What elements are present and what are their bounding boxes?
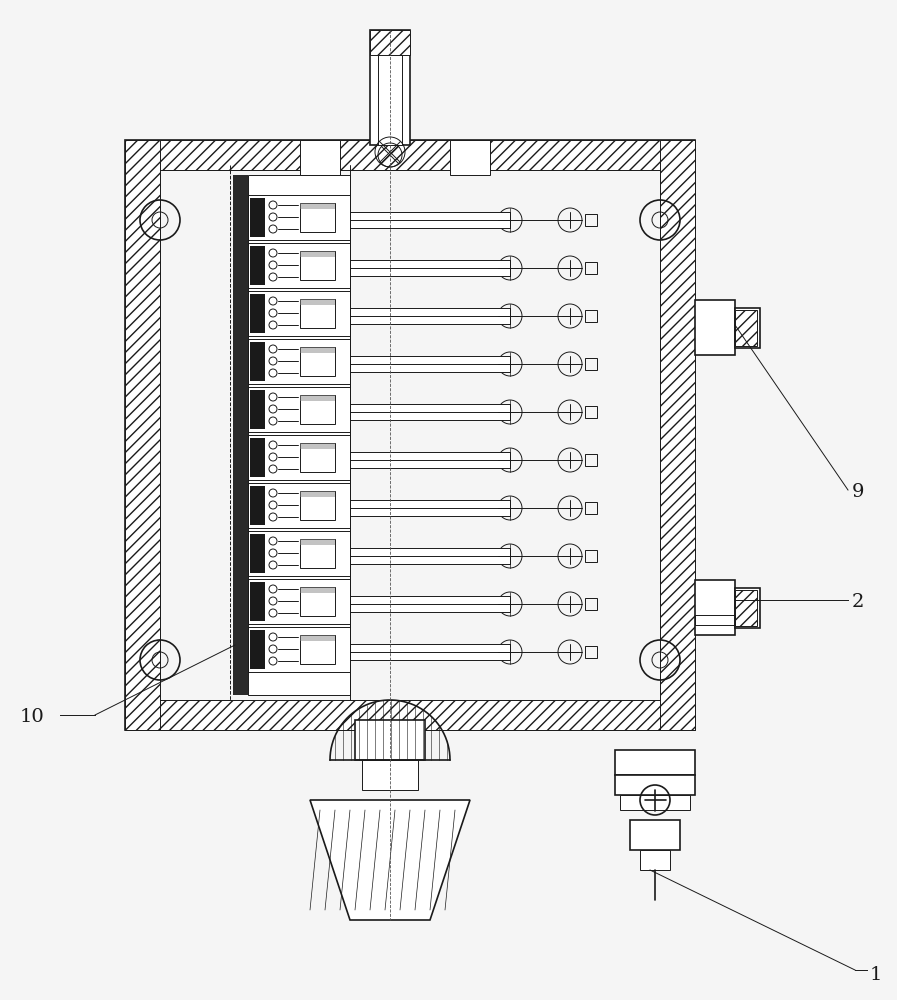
Bar <box>125 140 695 170</box>
Polygon shape <box>310 800 470 920</box>
Bar <box>300 539 335 568</box>
Bar <box>300 203 335 232</box>
Text: 2: 2 <box>852 593 865 611</box>
Bar <box>160 165 660 700</box>
Bar <box>248 175 350 695</box>
Bar <box>378 50 402 145</box>
Bar <box>250 342 265 381</box>
Bar <box>300 395 335 401</box>
Bar <box>300 347 335 376</box>
Bar <box>125 140 160 730</box>
Bar <box>585 310 597 322</box>
Bar <box>300 299 335 328</box>
Bar <box>250 246 265 285</box>
Bar <box>233 175 248 695</box>
Bar <box>300 587 335 616</box>
Bar <box>350 356 510 372</box>
Bar <box>250 294 265 333</box>
Bar <box>248 291 350 336</box>
Bar <box>300 395 335 424</box>
Bar <box>735 308 760 348</box>
Bar <box>350 596 510 612</box>
Bar <box>370 30 410 145</box>
Bar <box>350 308 510 324</box>
Bar <box>585 646 597 658</box>
Bar <box>585 214 597 226</box>
Bar <box>300 347 335 353</box>
Bar <box>300 587 335 593</box>
Bar <box>620 795 690 810</box>
Bar <box>640 850 670 870</box>
Bar <box>350 260 510 276</box>
Bar <box>248 339 350 384</box>
Bar <box>250 390 265 429</box>
Bar <box>695 580 735 635</box>
Bar <box>350 548 510 564</box>
Bar <box>250 582 265 621</box>
Bar <box>660 140 695 730</box>
Text: 1: 1 <box>870 966 883 984</box>
Bar <box>735 590 757 626</box>
Bar <box>248 531 350 576</box>
Bar <box>585 358 597 370</box>
Bar <box>660 140 695 730</box>
Bar <box>735 310 757 346</box>
Bar <box>300 491 335 520</box>
Bar <box>125 140 160 730</box>
Bar <box>585 406 597 418</box>
Bar <box>248 435 350 480</box>
Bar <box>585 502 597 514</box>
Bar <box>248 483 350 528</box>
Bar <box>248 195 350 240</box>
Bar <box>248 243 350 288</box>
Bar <box>300 635 335 641</box>
Bar <box>300 539 335 545</box>
Bar <box>630 820 680 850</box>
Bar <box>248 579 350 624</box>
Bar <box>300 251 335 257</box>
Bar <box>585 454 597 466</box>
Bar <box>125 700 695 730</box>
Bar <box>300 443 335 449</box>
Bar <box>615 775 695 795</box>
Bar <box>125 140 695 730</box>
Text: 9: 9 <box>852 483 865 501</box>
Bar <box>300 443 335 472</box>
Bar <box>300 491 335 497</box>
Bar <box>125 700 695 730</box>
Bar <box>250 438 265 477</box>
Bar <box>300 635 335 664</box>
Bar <box>300 251 335 280</box>
Bar <box>375 30 405 50</box>
Bar <box>248 627 350 672</box>
Bar <box>300 140 340 175</box>
Bar <box>300 299 335 305</box>
Bar <box>250 198 265 237</box>
Bar <box>585 550 597 562</box>
Bar <box>585 598 597 610</box>
Bar <box>350 500 510 516</box>
Bar <box>300 203 335 209</box>
Bar <box>125 140 695 170</box>
Bar <box>350 452 510 468</box>
Bar <box>355 720 425 760</box>
Bar <box>735 588 760 628</box>
Bar <box>250 534 265 573</box>
Bar <box>615 750 695 775</box>
Bar <box>695 615 735 625</box>
Bar <box>450 140 490 175</box>
Bar <box>250 630 265 669</box>
Bar <box>350 644 510 660</box>
Bar <box>248 387 350 432</box>
Bar <box>585 262 597 274</box>
Bar <box>350 212 510 228</box>
Bar <box>370 30 410 55</box>
Text: 10: 10 <box>20 708 45 726</box>
Bar <box>695 300 735 355</box>
Bar <box>350 404 510 420</box>
Bar <box>250 486 265 525</box>
Bar <box>362 760 418 790</box>
